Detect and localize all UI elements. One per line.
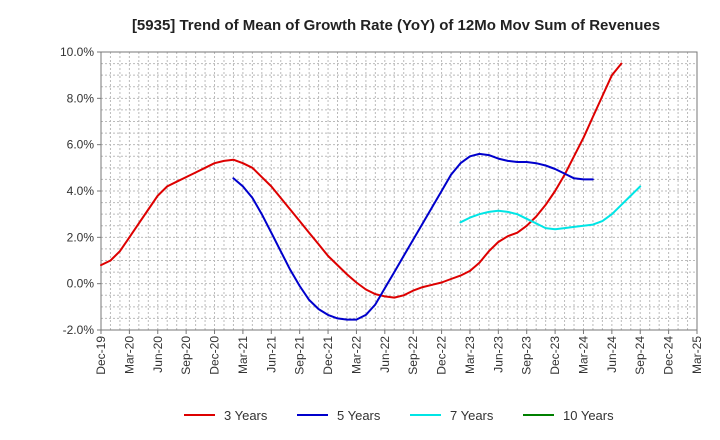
y-tick-label: -2.0%	[63, 323, 95, 337]
y-tick-label: 8.0%	[67, 91, 95, 105]
x-tick-label: Sep-23	[520, 336, 534, 375]
legend-label: 5 Years	[337, 408, 381, 423]
y-tick-label: 6.0%	[67, 138, 95, 152]
y-tick-label: 10.0%	[60, 45, 94, 59]
x-tick-label: Dec-24	[662, 336, 676, 375]
x-tick-label: Jun-24	[605, 336, 619, 373]
x-tick-label: Mar-20	[122, 336, 136, 374]
x-tick-label: Jun-22	[378, 336, 392, 373]
x-tick-label: Jun-23	[491, 336, 505, 373]
x-tick-label: Mar-24	[576, 336, 590, 374]
x-tick-label: Dec-23	[548, 336, 562, 375]
grid-lines	[101, 52, 697, 330]
x-tick-label: Mar-22	[349, 336, 363, 374]
x-tick-label: Dec-19	[94, 336, 108, 375]
series-line-5-years	[232, 152, 594, 321]
x-tick-label: Jun-20	[151, 336, 165, 373]
x-tick-label: Dec-21	[321, 336, 335, 375]
legend-label: 3 Years	[224, 408, 268, 423]
x-tick-label: Mar-21	[236, 336, 250, 374]
y-tick-label: 0.0%	[67, 277, 95, 291]
series-line-7-years	[459, 185, 642, 231]
x-tick-label: Dec-20	[208, 336, 222, 375]
series-line-3-years	[100, 62, 623, 299]
chart-title: [5935] Trend of Mean of Growth Rate (YoY…	[132, 17, 660, 34]
x-tick-label: Mar-25	[690, 336, 704, 374]
series-lines	[100, 62, 642, 321]
legend-label: 7 Years	[450, 408, 494, 423]
y-tick-label: 2.0%	[67, 230, 95, 244]
x-tick-label: Sep-24	[633, 336, 647, 375]
x-tick-label: Mar-23	[463, 336, 477, 374]
x-tick-label: Dec-22	[435, 336, 449, 375]
y-axis-ticks: -2.0% 0.0% 2.0% 4.0% 6.0% 8.0% 10.0%	[60, 45, 101, 337]
x-tick-label: Sep-20	[179, 336, 193, 375]
y-tick-label: 4.0%	[67, 184, 95, 198]
legend-label: 10 Years	[563, 408, 614, 423]
legend: 3 Years 5 Years 7 Years 10 Years	[184, 408, 614, 423]
x-axis-ticks: Dec-19 Mar-20 Jun-20 Sep-20 Dec-20 Mar-21 Jun-…	[94, 330, 704, 375]
x-tick-label: Sep-21	[293, 336, 307, 375]
x-tick-label: Sep-22	[406, 336, 420, 375]
x-tick-label: Jun-21	[264, 336, 278, 373]
